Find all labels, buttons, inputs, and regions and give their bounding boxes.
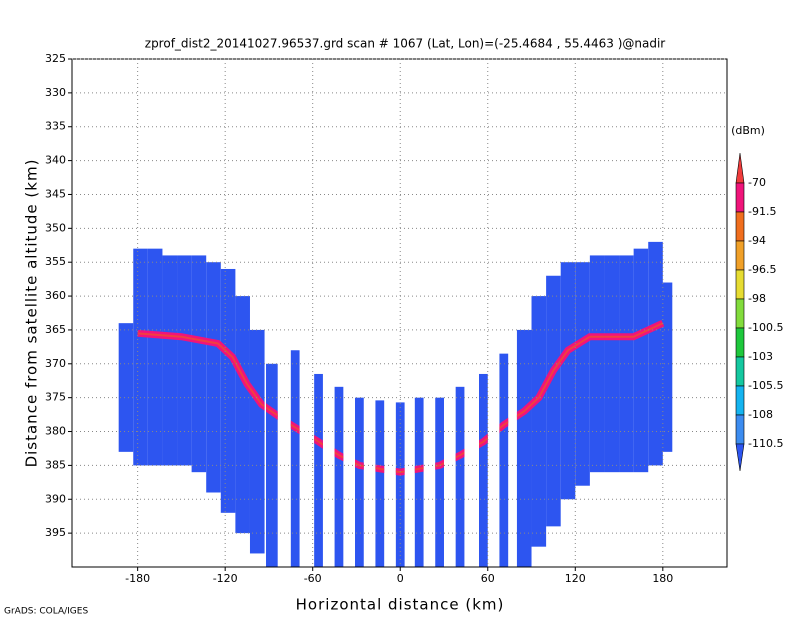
x-tick-label: 180 bbox=[652, 572, 673, 585]
colorbar-label: -110.5 bbox=[748, 437, 783, 450]
colorbar-box bbox=[735, 240, 745, 271]
colorbar-label: -103 bbox=[748, 350, 773, 363]
swath-column bbox=[479, 373, 488, 567]
y-tick-label: 360 bbox=[45, 289, 66, 302]
swath-column bbox=[435, 397, 444, 567]
chart-title: zprof_dist2_20141027.96537.grd scan # 10… bbox=[145, 37, 666, 51]
colorbar-box bbox=[735, 298, 745, 329]
swath-column bbox=[147, 248, 163, 466]
swath-column bbox=[375, 400, 385, 567]
y-tick-label: 350 bbox=[45, 221, 66, 234]
swath-column bbox=[546, 275, 561, 527]
swath-column bbox=[290, 350, 300, 567]
footer: GrADS: COLA/IGES bbox=[4, 607, 88, 617]
colorbar-box bbox=[735, 182, 745, 213]
colorbar-label: -108 bbox=[748, 408, 773, 421]
colorbar-label: -96.5 bbox=[748, 263, 776, 276]
colorbar-title: (dBm) bbox=[731, 124, 765, 137]
plot-frame bbox=[71, 58, 728, 568]
swath-column bbox=[648, 241, 663, 466]
swath-column bbox=[560, 262, 576, 500]
colorbar-label: -70 bbox=[748, 176, 766, 189]
swath-column bbox=[662, 282, 673, 452]
y-tick-label: 330 bbox=[45, 86, 66, 99]
colorbar-box bbox=[735, 327, 745, 358]
colorbar-label: -94 bbox=[748, 234, 766, 247]
y-tick-label: 395 bbox=[45, 526, 66, 539]
y-tick-label: 385 bbox=[45, 458, 66, 471]
y-tick-label: 325 bbox=[45, 52, 66, 65]
swath-column bbox=[516, 329, 532, 567]
x-tick-label: 0 bbox=[397, 572, 404, 585]
swath-column bbox=[604, 255, 620, 473]
swath-column bbox=[531, 296, 547, 547]
y-tick-label: 365 bbox=[45, 323, 66, 336]
colorbar-box bbox=[735, 356, 745, 387]
x-axis-label: Horizontal distance (km) bbox=[296, 596, 505, 614]
swath-column bbox=[314, 373, 323, 567]
swath-column bbox=[334, 386, 344, 567]
swath-column bbox=[266, 363, 278, 567]
y-tick-label: 380 bbox=[45, 425, 66, 438]
swath-column bbox=[249, 329, 265, 554]
x-tick-label: -60 bbox=[304, 572, 322, 585]
colorbar-box bbox=[735, 414, 745, 445]
swath-column bbox=[191, 255, 207, 473]
colorbar-label: -100.5 bbox=[748, 321, 783, 334]
x-tick-label: -180 bbox=[125, 572, 150, 585]
x-tick-label: -120 bbox=[213, 572, 238, 585]
swath-column bbox=[395, 402, 405, 567]
swath-column bbox=[589, 255, 605, 473]
y-tick-label: 340 bbox=[45, 154, 66, 167]
colorbar-box bbox=[735, 385, 745, 416]
swath-column bbox=[633, 248, 649, 473]
swath-column bbox=[118, 323, 134, 452]
y-tick-label: 375 bbox=[45, 391, 66, 404]
y-tick-label: 335 bbox=[45, 120, 66, 133]
swath-column bbox=[499, 353, 509, 567]
y-tick-label: 390 bbox=[45, 492, 66, 505]
y-axis-label: Distance from satellite altitude (km) bbox=[23, 159, 41, 468]
swath-column bbox=[575, 262, 590, 486]
colorbar-box bbox=[735, 211, 745, 242]
swath-column bbox=[133, 248, 148, 466]
y-tick-label: 355 bbox=[45, 255, 66, 268]
swath-column bbox=[162, 255, 178, 466]
swath-column bbox=[355, 397, 364, 567]
swath-column bbox=[220, 268, 236, 513]
swath-column bbox=[455, 386, 465, 567]
colorbar-cap bbox=[735, 152, 745, 184]
colorbar-label: -98 bbox=[748, 292, 766, 305]
y-tick-label: 370 bbox=[45, 357, 66, 370]
colorbar-label: -91.5 bbox=[748, 205, 776, 218]
swath-column bbox=[235, 296, 250, 534]
colorbar-box bbox=[735, 269, 745, 300]
swath-column bbox=[619, 255, 634, 473]
colorbar-cap bbox=[735, 443, 745, 472]
swath-column bbox=[177, 255, 192, 466]
x-tick-label: 60 bbox=[481, 572, 495, 585]
swath-column bbox=[414, 397, 424, 567]
colorbar-label: -105.5 bbox=[748, 379, 783, 392]
x-tick-label: 120 bbox=[565, 572, 586, 585]
y-tick-label: 345 bbox=[45, 187, 66, 200]
swath-column bbox=[206, 262, 221, 493]
